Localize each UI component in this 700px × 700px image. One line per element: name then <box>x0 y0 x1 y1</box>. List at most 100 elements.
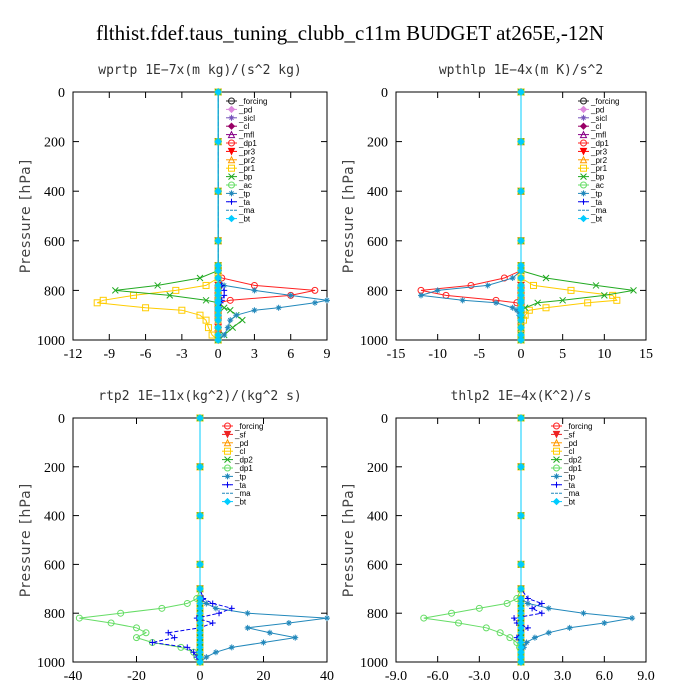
series-line <box>152 418 234 663</box>
x-tick-label: 3.0 <box>554 669 572 684</box>
data-point <box>500 274 508 282</box>
x-tick-label: 5 <box>559 347 566 362</box>
series-line <box>217 92 328 341</box>
data-point <box>221 332 228 339</box>
data-point <box>196 658 204 666</box>
data-point <box>517 658 525 666</box>
data-point <box>517 274 525 282</box>
legend-label: _bt <box>234 498 247 507</box>
x-tick-label: 10 <box>597 347 611 362</box>
data-point <box>511 615 518 622</box>
chart-panel-2: wpthlp 1E−4x(m K)/s^2 Pressure [hPa] 0 200 4… <box>341 63 653 362</box>
legend-marker <box>227 130 236 139</box>
legend-label: _pr1 <box>590 164 608 173</box>
x-tick-label: 15 <box>639 347 653 362</box>
data-point <box>149 639 156 646</box>
data-point <box>517 463 525 471</box>
legend-marker <box>224 422 231 430</box>
y-tick-label: 800 <box>44 607 65 622</box>
data-point <box>133 624 140 632</box>
y-tick-label: 600 <box>44 558 65 573</box>
data-point <box>584 299 592 307</box>
legend-label: _forcing <box>590 97 619 106</box>
data-point <box>171 634 178 641</box>
series-line <box>97 92 219 341</box>
data-point <box>142 629 150 637</box>
data-point <box>538 600 545 607</box>
x-tick-label: 40 <box>320 669 334 684</box>
data-point <box>509 275 516 281</box>
legend-marker <box>224 456 231 463</box>
data-point <box>529 605 536 612</box>
data-point <box>111 287 119 294</box>
legend-label: _bt <box>590 215 603 224</box>
legend-marker <box>580 181 587 189</box>
data-point <box>196 560 204 569</box>
legend-label: _pr2 <box>590 156 608 165</box>
x-tick-label: 3 <box>251 347 258 362</box>
legend-marker <box>224 464 231 472</box>
data-point <box>517 266 525 275</box>
legend-label: _ma <box>234 489 251 498</box>
legend-marker <box>580 190 587 197</box>
x-tick-label: 0 <box>215 347 222 362</box>
data-point <box>227 317 234 324</box>
legend-label: _dp1 <box>563 464 582 473</box>
data-point <box>630 287 637 294</box>
legend-label: _forcing <box>563 422 592 431</box>
legend-marker <box>228 139 235 147</box>
y-axis-label: Pressure [hPa] <box>341 159 357 273</box>
legend-marker <box>579 122 588 130</box>
data-point <box>531 634 538 641</box>
data-point <box>517 137 525 146</box>
legend-marker <box>227 105 236 114</box>
legend-marker <box>224 473 231 480</box>
series-line <box>199 418 328 663</box>
data-point <box>244 624 251 631</box>
x-tick-label: -6.0 <box>427 669 449 684</box>
data-point <box>203 600 210 607</box>
data-point <box>311 286 319 294</box>
y-tick-label: 0 <box>381 412 388 427</box>
data-point <box>212 605 219 612</box>
x-tick-label: -3 <box>176 347 188 362</box>
data-point <box>260 639 267 646</box>
data-point <box>496 629 504 637</box>
legend-marker <box>579 130 588 139</box>
legend-label: _pd <box>238 105 252 114</box>
legend-label: _pr3 <box>238 147 256 156</box>
x-tick-label: -12 <box>64 347 83 362</box>
series-bp <box>517 88 637 344</box>
data-point <box>221 292 228 299</box>
data-point <box>142 304 150 312</box>
y-tick-label: 0 <box>58 86 65 101</box>
data-point <box>517 187 525 195</box>
data-point <box>196 463 204 471</box>
series-bp <box>111 88 246 344</box>
data-point <box>459 297 466 304</box>
data-point <box>509 304 516 311</box>
legend-marker <box>228 164 235 172</box>
series-bt <box>517 414 525 666</box>
x-tick-label: 0 <box>518 347 525 362</box>
y-tick-label: 800 <box>44 284 65 299</box>
data-point <box>233 312 240 319</box>
series-pr1 <box>93 88 222 344</box>
y-tick-label: 1000 <box>37 334 65 349</box>
series-line <box>423 418 522 662</box>
x-tick-label: 0 <box>197 669 204 684</box>
x-tick-label: -6 <box>140 347 152 362</box>
legend-marker <box>580 173 587 180</box>
legend-marker <box>553 473 560 480</box>
series-bt <box>196 414 204 666</box>
x-tick-label: -15 <box>387 347 406 362</box>
data-point <box>559 296 567 304</box>
legend-marker <box>579 155 588 164</box>
panel-title: rtp2 1E−11x(kg^2)/(kg^2 s) <box>98 389 302 404</box>
data-point <box>214 274 222 282</box>
legend-label: _ac <box>590 181 604 190</box>
legend-marker <box>580 139 587 147</box>
data-point <box>224 324 231 331</box>
legend-label: _bp <box>590 173 605 182</box>
series-bt <box>517 88 525 344</box>
